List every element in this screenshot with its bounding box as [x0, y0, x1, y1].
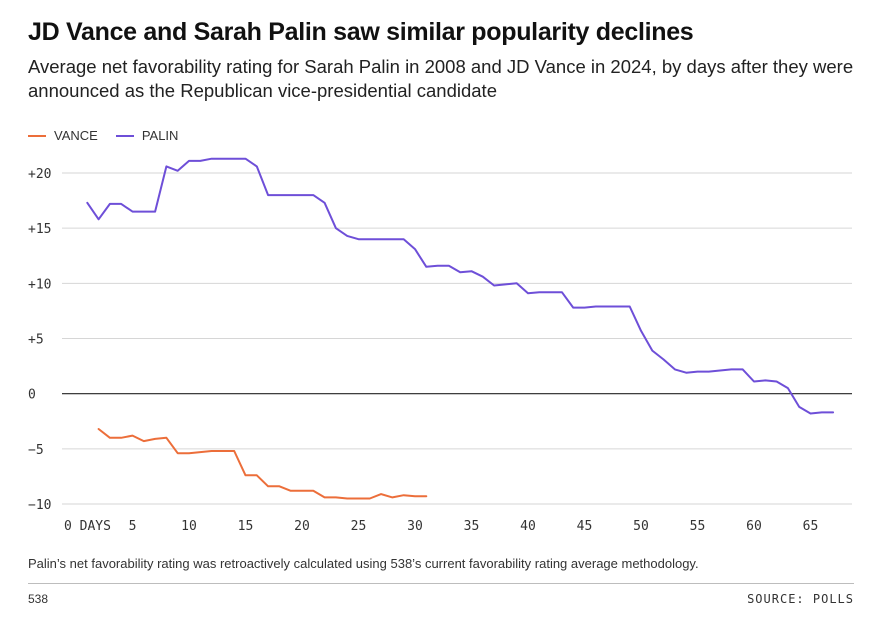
y-tick-label: +5 — [28, 333, 44, 348]
line-chart: −10 −5 0 +5 +10 +15 +20 0 DAYS 5 10 15 20 25 30 35 40 4… — [28, 157, 852, 534]
series-line-vance — [97, 428, 428, 500]
brand-label: 538 — [28, 592, 49, 606]
y-axis-labels: −10 −5 0 +5 +10 +15 +20 — [28, 167, 51, 513]
x-axis-labels: 0 DAYS 5 10 15 20 25 30 35 40 45 50 55 60 65 — [64, 519, 818, 534]
series-lines — [86, 157, 835, 500]
x-tick-label: 15 — [238, 519, 254, 534]
y-tick-label: +10 — [28, 277, 51, 292]
source-label: SOURCE: POLLS — [747, 592, 854, 606]
x-tick-label: 50 — [633, 519, 649, 534]
legend-item-palin: PALIN — [115, 128, 179, 143]
x-tick-label: 65 — [803, 519, 819, 534]
y-tick-label: −10 — [28, 498, 51, 513]
gridlines — [62, 172, 852, 505]
x-tick-label: 0 DAYS — [64, 519, 111, 534]
y-tick-label: 0 — [28, 388, 36, 403]
legend-swatch-palin — [115, 134, 134, 137]
legend-label-palin: PALIN — [141, 128, 179, 143]
x-tick-label: 40 — [520, 519, 536, 534]
chart-subtitle: Average net favorability rating for Sara… — [28, 56, 854, 101]
x-tick-label: 45 — [577, 519, 593, 534]
legend-label-vance: VANCE — [54, 128, 98, 143]
x-tick-label: 55 — [690, 519, 706, 534]
y-tick-label: +20 — [28, 167, 51, 182]
x-tick-label: 10 — [181, 519, 197, 534]
footnote: Palin’s net favorability rating was retr… — [28, 556, 699, 571]
y-tick-label: +15 — [28, 222, 51, 237]
legend-item-vance: VANCE — [28, 128, 98, 143]
y-tick-label: −5 — [28, 443, 44, 458]
series-line-palin — [86, 157, 835, 415]
x-tick-label: 30 — [407, 519, 423, 534]
x-tick-label: 35 — [464, 519, 480, 534]
legend-swatch-vance — [28, 134, 46, 137]
x-tick-label: 5 — [129, 519, 137, 534]
x-tick-label: 60 — [746, 519, 762, 534]
footer-divider — [28, 583, 854, 584]
legend: VANCE PALIN — [28, 128, 196, 143]
x-tick-label: 25 — [351, 519, 367, 534]
x-tick-label: 20 — [294, 519, 310, 534]
chart-title: JD Vance and Sarah Palin saw similar pop… — [28, 18, 694, 46]
